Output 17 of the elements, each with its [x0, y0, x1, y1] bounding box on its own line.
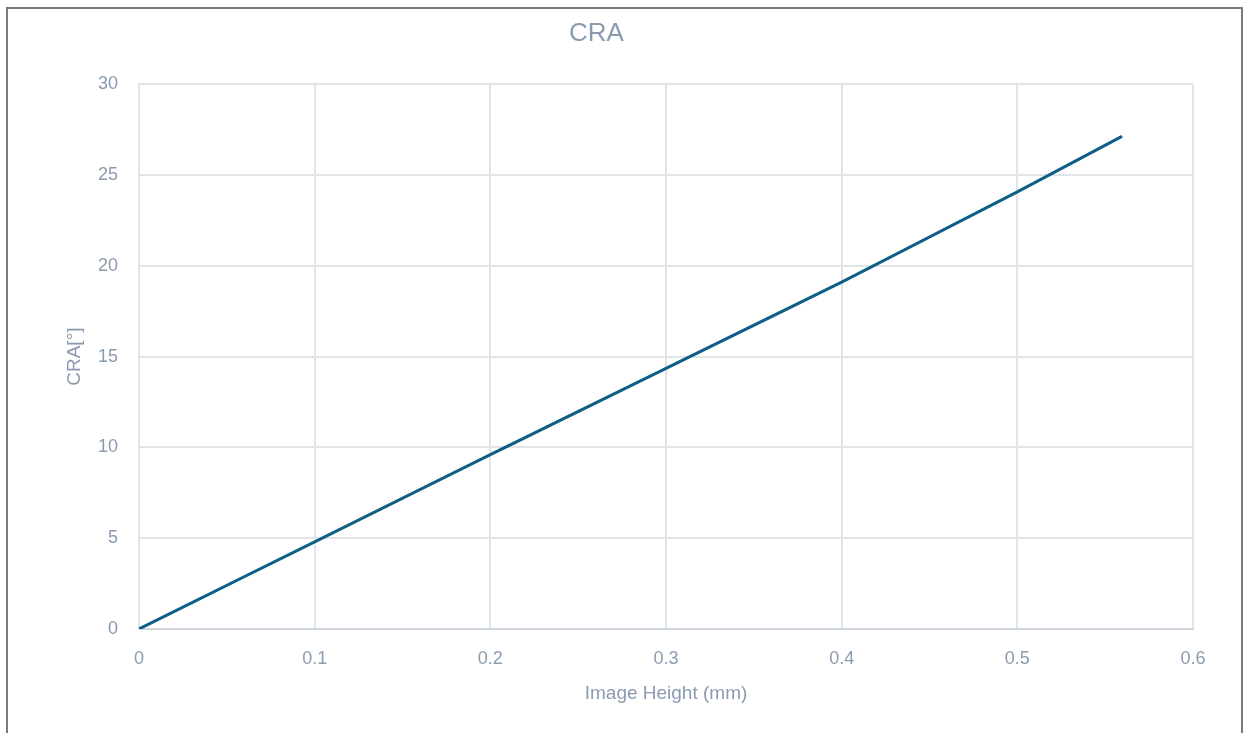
x-tick-label: 0.3 [653, 647, 679, 668]
y-tick-label: 10 [97, 436, 118, 457]
x-axis-title: Image Height (mm) [584, 681, 748, 703]
x-tick-label: 0.2 [477, 647, 503, 668]
chart-title: CRA [569, 16, 625, 47]
y-tick-label: 0 [107, 617, 118, 638]
y-tick-label: 15 [97, 345, 118, 366]
y-tick-label: 30 [97, 73, 118, 94]
x-tick-label: 0.4 [829, 647, 855, 668]
x-tick-label: 0.5 [1004, 647, 1030, 668]
x-tick-label: 0 [133, 647, 145, 668]
y-tick-label: 25 [97, 163, 118, 184]
y-tick-label: 20 [97, 254, 118, 275]
y-axis-title: CRA[°] [62, 327, 84, 386]
x-tick-label: 0.6 [1180, 647, 1206, 668]
y-tick-label: 5 [107, 527, 118, 548]
x-tick-label: 0.1 [302, 647, 328, 668]
